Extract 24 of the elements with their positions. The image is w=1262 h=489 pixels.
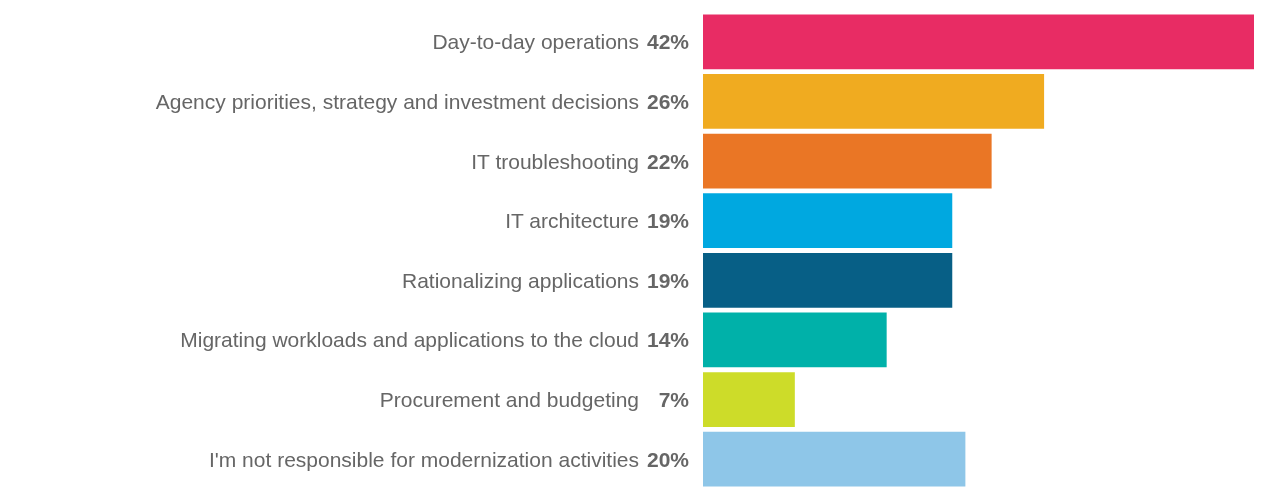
data-label: 20% [646, 447, 690, 471]
data-label: 14% [646, 328, 690, 352]
data-label: 22% [646, 149, 690, 173]
data-label: 26% [646, 89, 690, 113]
bar [703, 133, 992, 189]
bar [703, 14, 1254, 70]
data-label: 19% [646, 268, 690, 292]
y-tick-label: Day-to-day operations [432, 30, 639, 54]
bar [703, 312, 887, 368]
data-label: 7% [658, 388, 690, 412]
y-tick-label: Migrating workloads and applications to the cloud [180, 328, 639, 352]
y-tick-label: Procurement and budgeting [379, 388, 639, 412]
bar [703, 431, 966, 487]
y-tick-label: Agency priorities, strategy and investment decisions [155, 89, 639, 113]
bar [703, 193, 953, 249]
bar [703, 252, 953, 308]
data-label: 19% [646, 209, 690, 233]
bar [703, 74, 1045, 129]
data-label: 42% [646, 30, 690, 54]
y-tick-label: IT troubleshooting [471, 149, 639, 173]
y-tick-label: I'm not responsible for modernization activities [208, 447, 639, 471]
y-tick-label: IT architecture [505, 209, 639, 233]
bar [703, 372, 795, 427]
y-tick-label: Rationalizing applications [402, 268, 639, 292]
